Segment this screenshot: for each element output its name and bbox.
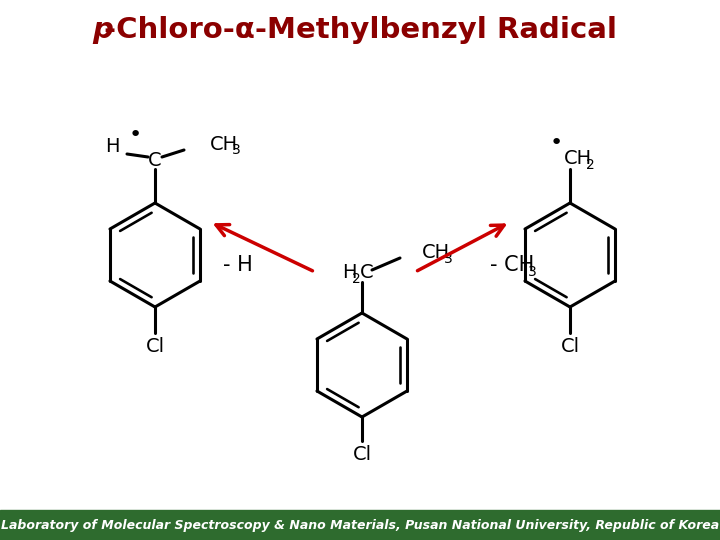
Text: Cl: Cl: [145, 338, 165, 356]
Bar: [0, 510, 720, 540]
Text: 3: 3: [528, 265, 536, 279]
Text: •: •: [549, 133, 562, 153]
Text: - CH: - CH: [490, 255, 534, 275]
Text: CH: CH: [210, 134, 238, 153]
Text: C: C: [148, 152, 162, 171]
Text: Cl: Cl: [352, 446, 372, 464]
Text: H: H: [104, 138, 120, 157]
Text: 2: 2: [352, 272, 361, 286]
Text: -Chloro-α-Methylbenzyl Radical: -Chloro-α-Methylbenzyl Radical: [104, 16, 617, 44]
Text: 3: 3: [232, 143, 240, 157]
Text: CH: CH: [564, 148, 592, 167]
Text: Cl: Cl: [560, 338, 580, 356]
Text: •: •: [128, 125, 142, 145]
Text: Laboratory of Molecular Spectroscopy & Nano Materials, Pusan National University: Laboratory of Molecular Spectroscopy & N…: [1, 518, 719, 531]
Text: 2: 2: [586, 158, 595, 172]
Text: 3: 3: [444, 252, 453, 266]
Text: - H: - H: [223, 255, 253, 275]
Text: p: p: [92, 16, 113, 44]
Text: CH: CH: [422, 242, 450, 261]
Text: H: H: [342, 262, 356, 281]
Text: C: C: [360, 262, 374, 281]
